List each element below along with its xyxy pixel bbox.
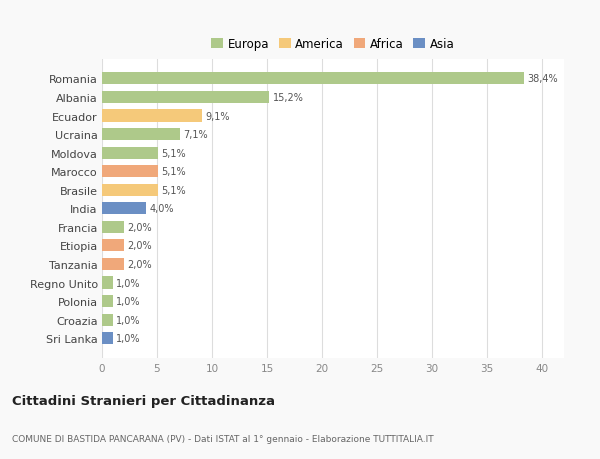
Bar xyxy=(102,73,524,85)
Text: Cittadini Stranieri per Cittadinanza: Cittadini Stranieri per Cittadinanza xyxy=(12,394,275,407)
Text: 1,0%: 1,0% xyxy=(116,315,141,325)
Text: 1,0%: 1,0% xyxy=(116,333,141,343)
Text: 38,4%: 38,4% xyxy=(528,74,559,84)
Bar xyxy=(102,110,202,122)
Text: 5,1%: 5,1% xyxy=(161,185,186,196)
Bar xyxy=(102,258,124,270)
Bar xyxy=(102,147,158,159)
Bar xyxy=(102,92,269,104)
Text: 2,0%: 2,0% xyxy=(127,222,152,232)
Text: 15,2%: 15,2% xyxy=(272,93,304,103)
Bar xyxy=(102,296,113,308)
Bar xyxy=(102,240,124,252)
Bar xyxy=(102,129,180,141)
Text: 1,0%: 1,0% xyxy=(116,297,141,307)
Text: 5,1%: 5,1% xyxy=(161,167,186,177)
Text: 7,1%: 7,1% xyxy=(184,130,208,140)
Legend: Europa, America, Africa, Asia: Europa, America, Africa, Asia xyxy=(209,36,457,53)
Text: 2,0%: 2,0% xyxy=(127,241,152,251)
Bar xyxy=(102,221,124,233)
Bar xyxy=(102,185,158,196)
Bar xyxy=(102,277,113,289)
Bar xyxy=(102,203,146,215)
Text: 9,1%: 9,1% xyxy=(205,111,230,121)
Text: 4,0%: 4,0% xyxy=(149,204,174,214)
Bar xyxy=(102,332,113,344)
Text: 5,1%: 5,1% xyxy=(161,148,186,158)
Text: COMUNE DI BASTIDA PANCARANA (PV) - Dati ISTAT al 1° gennaio - Elaborazione TUTTI: COMUNE DI BASTIDA PANCARANA (PV) - Dati … xyxy=(12,434,434,442)
Bar xyxy=(102,166,158,178)
Text: 2,0%: 2,0% xyxy=(127,259,152,269)
Bar xyxy=(102,314,113,326)
Text: 1,0%: 1,0% xyxy=(116,278,141,288)
